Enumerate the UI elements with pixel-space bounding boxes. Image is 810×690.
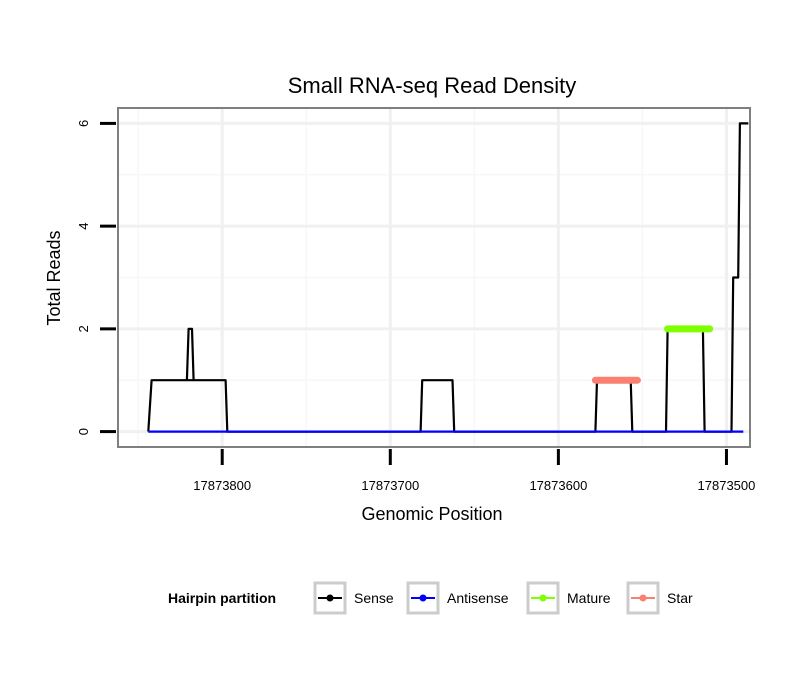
x-tick-label: 17873500 (698, 478, 756, 493)
series-layer (147, 122, 749, 433)
gridlines (118, 108, 750, 447)
x-axis: 17873800 17873700 17873600 17873500 (193, 449, 755, 493)
legend-key-point (326, 594, 334, 602)
legend-entry-sense: Sense (313, 581, 394, 615)
y-tick-label: 4 (76, 223, 91, 230)
y-tick-label: 2 (76, 325, 91, 332)
legend-key-point (539, 594, 547, 602)
y-tick-label: 0 (76, 428, 91, 435)
x-tick-label: 17873600 (529, 478, 587, 493)
y-tick-label: 6 (76, 120, 91, 127)
legend-label: Antisense (447, 590, 509, 606)
legend-label: Mature (567, 590, 611, 606)
legend-label: Sense (354, 590, 394, 606)
legend: Hairpin partition Sense Antisense Mature St… (168, 581, 693, 615)
legend-key-point (639, 594, 647, 602)
chart-title: Small RNA-seq Read Density (288, 73, 577, 98)
legend-entry-antisense: Antisense (406, 581, 509, 615)
legend-entries: Sense Antisense Mature Star (313, 581, 693, 615)
legend-entry-mature: Mature (526, 581, 611, 615)
x-tick-label: 17873800 (193, 478, 251, 493)
x-axis-title: Genomic Position (361, 504, 502, 524)
legend-label: Star (667, 590, 693, 606)
y-axis-title: Total Reads (44, 230, 64, 325)
plot-frame (117, 107, 751, 448)
y-axis: 0 2 4 6 (76, 120, 116, 435)
legend-entry-star: Star (626, 581, 693, 615)
legend-title: Hairpin partition (168, 590, 276, 606)
x-tick-label: 17873700 (361, 478, 419, 493)
legend-key-point (419, 594, 427, 602)
